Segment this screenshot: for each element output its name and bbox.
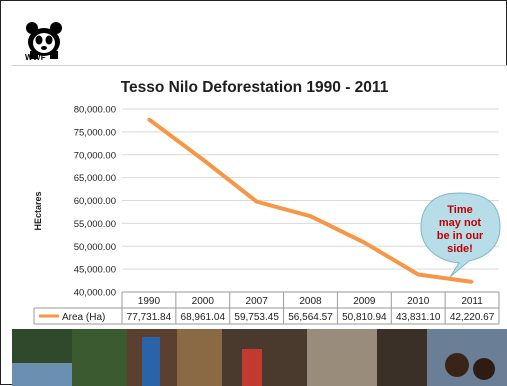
y-tick-label: 50,000.00 <box>74 242 116 253</box>
chart-title: Tesso Nilo Deforestation 1990 - 2011 <box>120 79 389 96</box>
x-tick-label: 2007 <box>246 296 269 307</box>
x-tick-label: 2008 <box>299 296 322 307</box>
annotation-line: side! <box>447 243 473 255</box>
annotation-bubble: Time may not be in our side! <box>420 192 501 278</box>
data-point <box>362 241 366 245</box>
y-tick-label: 75,000.00 <box>74 127 116 138</box>
data-point <box>416 272 420 276</box>
y-tick-label: 45,000.00 <box>74 265 116 276</box>
data-table-value: 43,831.10 <box>396 312 441 323</box>
x-tick-label: 2009 <box>353 296 376 307</box>
annotation-line: be in our <box>437 230 484 242</box>
data-table-value: 42,220.67 <box>450 312 495 323</box>
y-tick-label: 70,000.00 <box>74 150 116 161</box>
x-tick-label: 2010 <box>407 296 430 307</box>
y-tick-label: 65,000.00 <box>74 173 116 184</box>
y-tick-label: 55,000.00 <box>74 219 116 230</box>
data-table-value: 68,961.04 <box>181 312 226 323</box>
legend-label: Area (Ha) <box>62 312 105 323</box>
y-tick-label: 60,000.00 <box>74 196 116 207</box>
x-tick-label: 1990 <box>138 296 161 307</box>
data-table-value: 50,810.94 <box>342 312 387 323</box>
y-tick-label: 80,000.00 <box>74 105 116 116</box>
annotation-line: Time <box>447 204 472 216</box>
deforestation-line-chart: 80,000.00 75,000.00 70,000.00 65,000.00 60,0… <box>33 105 501 325</box>
data-point <box>255 200 259 204</box>
data-point <box>470 280 474 284</box>
wwf-panda-logo <box>26 22 62 59</box>
x-tick-label: 2011 <box>461 296 483 307</box>
photo-strip <box>12 329 507 386</box>
data-table-value: 59,753.45 <box>234 312 279 323</box>
x-tick-label: 2000 <box>192 296 215 307</box>
y-tick-label: 40,000.00 <box>74 288 116 299</box>
annotation-line: may not <box>439 217 482 229</box>
y-axis-label: HEctares <box>33 191 43 230</box>
data-table-value: 77,731.84 <box>127 312 172 323</box>
data-table-value: 56,564.57 <box>288 312 333 323</box>
wwf-logo-text: WWF <box>25 53 46 62</box>
data-point <box>201 158 205 162</box>
data-point <box>309 214 312 218</box>
data-point <box>147 117 151 121</box>
